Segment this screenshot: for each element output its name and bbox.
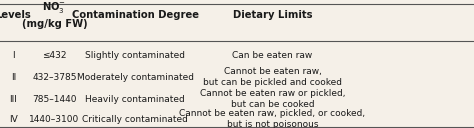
Text: Moderately contaminated: Moderately contaminated [77,73,193,82]
Text: I: I [12,51,15,60]
Text: ≤432: ≤432 [42,51,67,60]
Text: 1440–3100: 1440–3100 [29,115,80,124]
Text: 785–1440: 785–1440 [32,95,77,104]
Text: Cannot be eaten raw or pickled,
but can be cooked: Cannot be eaten raw or pickled, but can … [200,89,345,109]
Text: Slightly contaminated: Slightly contaminated [85,51,185,60]
Text: Cannot be eaten raw, pickled, or cooked,
but is not poisonous: Cannot be eaten raw, pickled, or cooked,… [180,109,365,128]
Text: IV: IV [9,115,18,124]
Text: II: II [10,73,16,82]
Text: Cannot be eaten raw,
but can be pickled and cooked: Cannot be eaten raw, but can be pickled … [203,67,342,88]
Text: Dietary Limits: Dietary Limits [233,10,312,20]
Text: III: III [9,95,17,104]
Text: Contamination Degree: Contamination Degree [72,10,199,20]
Text: (mg/kg FW): (mg/kg FW) [22,19,87,29]
Text: 432–3785: 432–3785 [32,73,77,82]
Text: NO$_3^{-}$: NO$_3^{-}$ [43,0,66,15]
Text: Levels: Levels [0,10,31,20]
Text: Heavily contaminated: Heavily contaminated [85,95,185,104]
Text: Critically contaminated: Critically contaminated [82,115,188,124]
Text: Can be eaten raw: Can be eaten raw [232,51,313,60]
